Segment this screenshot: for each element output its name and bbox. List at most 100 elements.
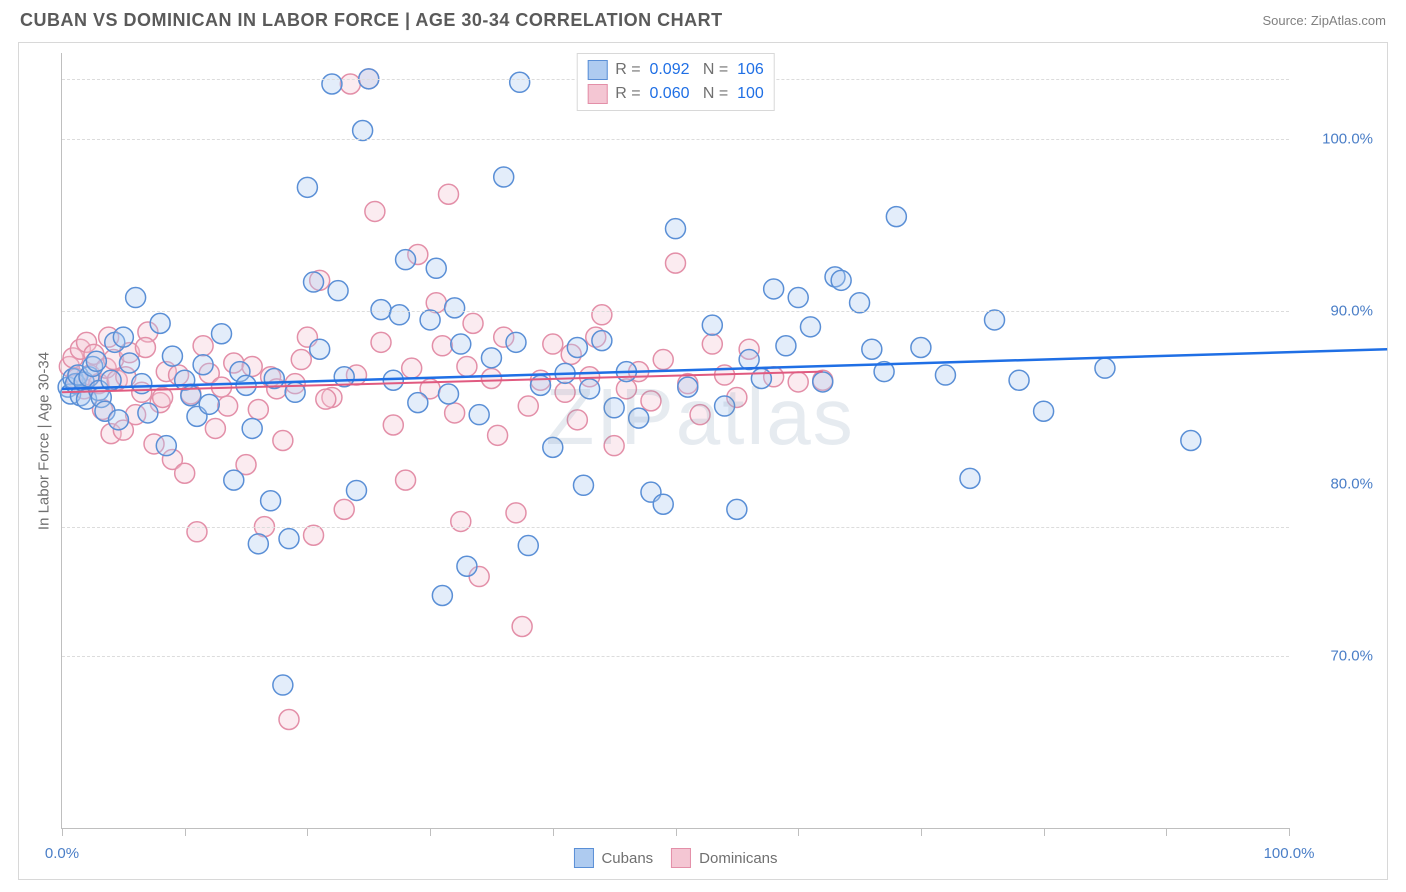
legend-item-dominicans: Dominicans bbox=[671, 848, 777, 868]
data-point-cubans bbox=[328, 281, 348, 301]
x-tick bbox=[185, 828, 186, 836]
gridline bbox=[62, 527, 1289, 528]
legend-row-cubans: R = 0.092 N = 106 bbox=[587, 58, 764, 82]
legend-row-dominicans: R = 0.060 N = 100 bbox=[587, 82, 764, 106]
data-point-dominicans bbox=[432, 336, 452, 356]
data-point-cubans bbox=[297, 177, 317, 197]
data-point-cubans bbox=[322, 74, 342, 94]
data-point-dominicans bbox=[543, 334, 563, 354]
data-point-cubans bbox=[457, 556, 477, 576]
data-point-cubans bbox=[739, 350, 759, 370]
data-point-cubans bbox=[156, 436, 176, 456]
data-point-dominicans bbox=[279, 710, 299, 730]
x-tick-label: 0.0% bbox=[45, 845, 79, 862]
data-point-dominicans bbox=[788, 372, 808, 392]
data-point-dominicans bbox=[291, 350, 311, 370]
data-point-cubans bbox=[960, 468, 980, 488]
data-point-cubans bbox=[506, 332, 526, 352]
data-point-dominicans bbox=[334, 499, 354, 519]
data-point-cubans bbox=[445, 298, 465, 318]
data-point-cubans bbox=[813, 372, 833, 392]
data-point-cubans bbox=[604, 398, 624, 418]
data-point-dominicans bbox=[567, 410, 587, 430]
data-point-cubans bbox=[494, 167, 514, 187]
data-point-dominicans bbox=[653, 350, 673, 370]
data-point-cubans bbox=[1034, 401, 1054, 421]
source-name: ZipAtlas.com bbox=[1311, 13, 1386, 28]
data-point-dominicans bbox=[273, 431, 293, 451]
data-point-cubans bbox=[1095, 358, 1115, 378]
data-point-cubans bbox=[666, 219, 686, 239]
data-point-cubans bbox=[108, 410, 128, 430]
data-point-cubans bbox=[273, 675, 293, 695]
data-point-cubans bbox=[353, 121, 373, 141]
data-point-dominicans bbox=[512, 617, 532, 637]
data-point-dominicans bbox=[666, 253, 686, 273]
data-point-cubans bbox=[862, 339, 882, 359]
data-point-cubans bbox=[261, 491, 281, 511]
data-point-cubans bbox=[702, 315, 722, 335]
data-point-cubans bbox=[199, 394, 219, 414]
data-point-dominicans bbox=[316, 389, 336, 409]
chart-title: CUBAN VS DOMINICAN IN LABOR FORCE | AGE … bbox=[20, 10, 723, 31]
data-point-cubans bbox=[469, 405, 489, 425]
data-point-dominicans bbox=[702, 334, 722, 354]
data-point-cubans bbox=[86, 351, 106, 371]
data-point-cubans bbox=[371, 300, 391, 320]
data-point-dominicans bbox=[641, 391, 661, 411]
x-tick bbox=[676, 828, 677, 836]
x-tick bbox=[798, 828, 799, 836]
data-point-dominicans bbox=[205, 418, 225, 438]
data-point-dominicans bbox=[248, 400, 268, 420]
data-point-cubans bbox=[138, 403, 158, 423]
data-point-cubans bbox=[426, 258, 446, 278]
data-point-cubans bbox=[510, 72, 530, 92]
source-attribution: Source: ZipAtlas.com bbox=[1262, 13, 1386, 28]
y-tick-label: 90.0% bbox=[1330, 303, 1373, 320]
data-point-cubans bbox=[119, 353, 139, 373]
data-point-cubans bbox=[150, 313, 170, 333]
x-tick bbox=[430, 828, 431, 836]
scatter-svg bbox=[62, 53, 1289, 828]
data-point-dominicans bbox=[555, 382, 575, 402]
data-point-cubans bbox=[543, 437, 563, 457]
data-point-cubans bbox=[911, 338, 931, 358]
data-point-cubans bbox=[1181, 431, 1201, 451]
x-tick bbox=[553, 828, 554, 836]
data-point-dominicans bbox=[396, 470, 416, 490]
y-axis-label: In Labor Force | Age 30-34 bbox=[36, 351, 53, 529]
data-point-cubans bbox=[451, 334, 471, 354]
data-point-dominicans bbox=[506, 503, 526, 523]
data-point-dominicans bbox=[304, 525, 324, 545]
data-point-cubans bbox=[420, 310, 440, 330]
data-point-cubans bbox=[727, 499, 747, 519]
data-point-cubans bbox=[346, 480, 366, 500]
data-point-cubans bbox=[788, 288, 808, 308]
data-point-cubans bbox=[439, 384, 459, 404]
data-point-dominicans bbox=[187, 522, 207, 542]
data-point-dominicans bbox=[365, 201, 385, 221]
data-point-dominicans bbox=[371, 332, 391, 352]
data-point-cubans bbox=[310, 339, 330, 359]
data-point-cubans bbox=[279, 529, 299, 549]
data-point-cubans bbox=[113, 327, 133, 347]
gridline bbox=[62, 139, 1289, 140]
data-point-cubans bbox=[580, 379, 600, 399]
x-tick bbox=[307, 828, 308, 836]
data-point-dominicans bbox=[457, 356, 477, 376]
data-point-cubans bbox=[886, 207, 906, 227]
data-point-cubans bbox=[715, 396, 735, 416]
data-point-cubans bbox=[304, 272, 324, 292]
data-point-dominicans bbox=[481, 369, 501, 389]
source-prefix: Source: bbox=[1262, 13, 1310, 28]
data-point-dominicans bbox=[439, 184, 459, 204]
data-point-cubans bbox=[850, 293, 870, 313]
x-tick bbox=[1289, 828, 1290, 836]
data-point-dominicans bbox=[218, 396, 238, 416]
data-point-cubans bbox=[764, 279, 784, 299]
data-point-cubans bbox=[126, 288, 146, 308]
data-point-cubans bbox=[236, 375, 256, 395]
data-point-dominicans bbox=[451, 511, 471, 531]
data-point-cubans bbox=[831, 270, 851, 290]
gridline bbox=[62, 656, 1289, 657]
